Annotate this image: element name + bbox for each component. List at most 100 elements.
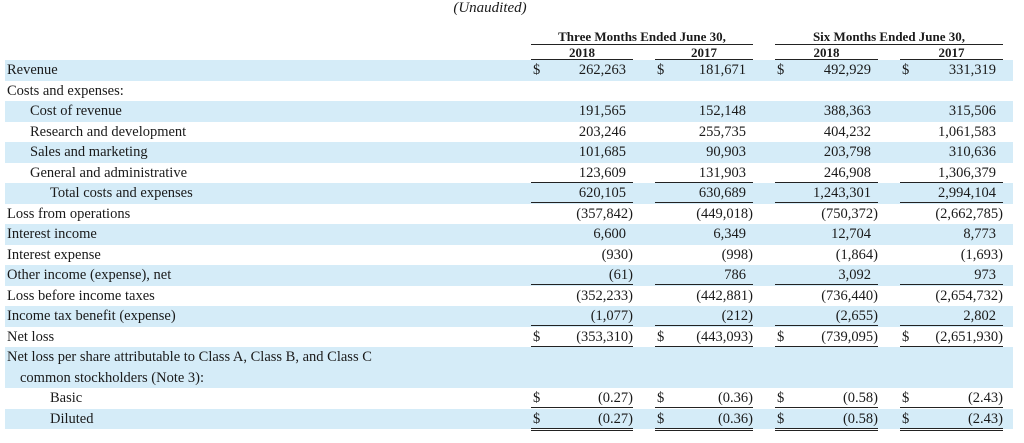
value: (998)	[721, 246, 753, 263]
table-row: Other income (expense), net (61) 786 3,092 9…	[5, 265, 1013, 286]
value-cell: (61)	[531, 265, 633, 285]
header-three-months: Three Months Ended June 30,	[531, 30, 753, 45]
table-row: Loss from operations (357,842) (449,018) (7…	[5, 204, 1013, 225]
value: 8,773	[963, 226, 996, 242]
value-cell: $ (353,310)	[531, 327, 633, 349]
value: (750,372)	[821, 205, 878, 222]
table-row: Cost of revenue 191,565 152,148 388,363 315,…	[5, 101, 1013, 122]
row-label: Interest expense	[7, 246, 101, 263]
header-year: 2018	[775, 46, 878, 60]
value: 203,246	[578, 123, 626, 140]
header-year: 2018	[531, 46, 633, 60]
value-cell: (736,440)	[775, 286, 878, 305]
row-label: Costs and expenses:	[7, 82, 124, 99]
value-cell: (1,077)	[531, 306, 633, 326]
value-cell: $ (0.58)	[775, 409, 878, 431]
value-cell: (1,693)	[900, 245, 1003, 264]
value-cell: (1,864)	[775, 245, 878, 264]
value-cell: 388,363	[775, 101, 878, 120]
value: 315,506	[948, 103, 996, 119]
value-cell: $ (443,093)	[655, 327, 753, 349]
value: 1,243,301	[813, 185, 871, 201]
currency-symbol: $	[777, 410, 785, 427]
value-cell: 1,243,301	[775, 183, 878, 203]
row-label: Loss from operations	[7, 205, 131, 222]
table-row: Research and development 203,246 255,735 40…	[5, 122, 1013, 143]
value-cell: (750,372)	[775, 204, 878, 223]
table-row: Sales and marketing 101,685 90,903 203,798 3…	[5, 142, 1013, 163]
value-cell: 152,148	[655, 101, 753, 120]
row-label: Net loss	[7, 328, 55, 345]
value: (0.58)	[842, 410, 878, 427]
row-label: Revenue	[7, 62, 58, 78]
value: 101,685	[578, 144, 626, 160]
value-cell: 12,704	[775, 224, 878, 243]
value: (930)	[601, 246, 633, 263]
table-row: Total costs and expenses 620,105 630,689 1,…	[5, 183, 1013, 204]
value: 255,735	[698, 123, 746, 140]
value-cell: 131,903	[655, 163, 753, 183]
value-cell: 973	[900, 265, 1003, 285]
unaudited-caption: (Unaudited)	[453, 0, 527, 16]
currency-symbol: $	[902, 328, 910, 345]
currency-symbol: $	[777, 62, 785, 78]
currency-symbol: $	[657, 410, 665, 427]
currency-symbol: $	[902, 410, 910, 427]
value: 152,148	[698, 103, 746, 119]
value: 6,349	[713, 226, 746, 242]
currency-symbol: $	[533, 410, 541, 427]
value-cell: (2,654,732)	[900, 286, 1003, 305]
value: 630,689	[698, 185, 746, 201]
value: 123,609	[578, 164, 626, 181]
value: (449,018)	[696, 205, 753, 222]
value: (2.43)	[967, 410, 1003, 427]
value: 12,704	[831, 226, 871, 242]
value-cell: $ (0.36)	[655, 409, 753, 431]
currency-symbol: $	[657, 62, 665, 78]
value: 973	[974, 267, 996, 283]
currency-symbol: $	[533, 328, 541, 345]
value-cell: 246,908	[775, 163, 878, 183]
table-row: Basic $ (0.27) $ (0.36) $ (0.58) $ (2.43)	[5, 388, 1013, 410]
table-row: Interest income 6,600 6,349 12,704 8,773	[5, 224, 1013, 245]
value: (212)	[721, 308, 753, 324]
value: (2,651,930)	[935, 328, 1003, 345]
row-label: Other income (expense), net	[7, 267, 172, 283]
value-cell: 203,798	[775, 142, 878, 161]
value: (1,693)	[960, 246, 1003, 263]
row-label: Sales and marketing	[30, 144, 148, 160]
value: (353,310)	[576, 328, 633, 345]
currency-symbol: $	[777, 328, 785, 345]
value-cell: 203,246	[531, 122, 633, 141]
value-cell: 6,600	[531, 224, 633, 243]
value-cell: (212)	[655, 306, 753, 326]
row-label: Research and development	[30, 123, 187, 140]
value-cell: 1,061,583	[900, 122, 1003, 141]
currency-symbol: $	[657, 328, 665, 345]
row-label: Cost of revenue	[30, 103, 122, 119]
value: 620,105	[578, 185, 626, 201]
header-year: 2017	[900, 46, 1003, 60]
value: (357,842)	[576, 205, 633, 222]
table-row: General and administrative 123,609 131,903…	[5, 163, 1013, 184]
value: 181,671	[698, 62, 746, 78]
header-six-months: Six Months Ended June 30,	[775, 30, 1003, 45]
value: (736,440)	[821, 287, 878, 304]
value: (0.36)	[717, 390, 753, 406]
value: 404,232	[823, 123, 871, 140]
value: (61)	[608, 267, 633, 283]
value-cell: 786	[655, 265, 753, 285]
value-cell: 404,232	[775, 122, 878, 141]
value: (0.36)	[717, 410, 753, 427]
value: (2,662,785)	[935, 205, 1003, 222]
value-cell: 255,735	[655, 122, 753, 141]
value-cell: (352,233)	[531, 286, 633, 305]
value-cell: 3,092	[775, 265, 878, 285]
currency-symbol: $	[533, 390, 541, 406]
value-cell: $ (739,095)	[775, 327, 878, 349]
value-cell: $ (0.36)	[655, 388, 753, 410]
header-year: 2017	[655, 46, 753, 60]
table-row: Costs and expenses:	[5, 81, 1013, 102]
value-cell: (357,842)	[531, 204, 633, 223]
value-cell: (930)	[531, 245, 633, 264]
